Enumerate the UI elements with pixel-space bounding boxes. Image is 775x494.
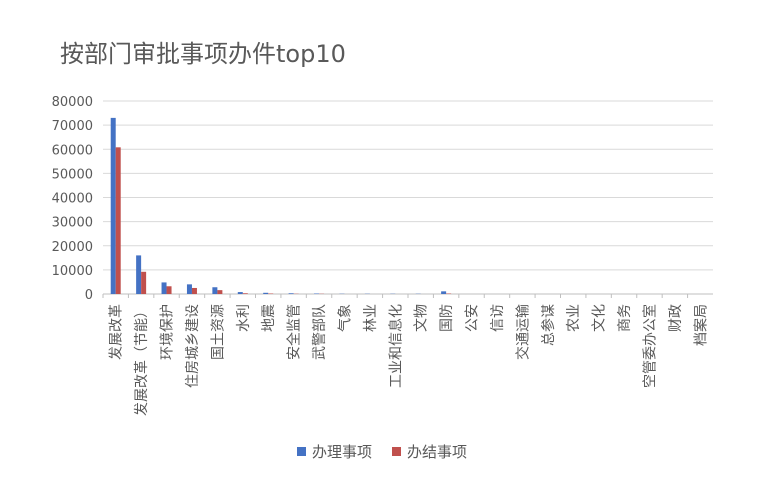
bar-1-4 [212,287,218,294]
x-tick-label: 林业 [363,304,379,332]
legend-item-series-2: 办结事项 [392,441,467,462]
x-tick-label: 总参谋 [540,304,557,346]
y-tick-label: 40000 [52,192,93,207]
bar-2-0 [115,147,121,294]
x-tick-label: 地震 [261,304,277,332]
chart-legend: 办理事项 办结事项 [297,441,467,462]
x-tick-label: 农业 [566,304,582,332]
x-tick-label: 档案局 [692,304,709,346]
y-tick-label: 10000 [52,264,93,279]
legend-swatch-series-1 [297,447,306,456]
x-tick-label: 工业和信息化 [387,304,404,388]
x-tick-label: 公安 [465,304,481,332]
legend-label-series-1: 办理事项 [312,443,373,461]
bar-1-3 [186,284,192,294]
y-tick-label: 70000 [52,119,93,134]
x-tick-label: 环境保护 [160,304,176,360]
x-tick-label: 发展改革 [109,304,125,360]
y-tick-label: 0 [85,288,93,303]
bar-2-1 [141,271,147,294]
x-tick-label: 国防 [439,304,455,332]
x-tick-label: 武警部队 [312,304,328,360]
y-tick-label: 60000 [52,143,93,158]
bar-1-2 [161,282,167,294]
bar-2-3 [191,287,197,294]
x-tick-label: 商务 [617,304,633,332]
bar-1-6 [263,292,269,294]
bar-1-5 [237,292,243,294]
x-tick-label: 住房城乡建设 [185,304,201,388]
bar-1-0 [110,117,116,294]
legend-item-series-1: 办理事项 [297,441,372,462]
bar-1-13 [441,291,447,294]
y-tick-label: 50000 [52,167,93,182]
x-tick-label: 发展改革（节能） [134,304,150,416]
bar-1-1 [136,255,142,294]
chart-title: 按部门审批事项办件top10 [60,40,346,68]
legend-swatch-series-2 [392,447,402,456]
x-tick-label: 交通运输 [514,304,531,360]
x-tick-label: 文化 [592,304,608,332]
x-tick-label: 财政 [668,304,684,332]
x-tick-label: 空管委办公室 [641,304,658,388]
bar-2-4 [217,290,223,294]
bar-2-5 [242,293,248,294]
x-tick-label: 信访 [490,304,506,332]
bar-1-7 [288,293,294,294]
x-tick-label: 国土资源 [210,304,226,360]
bar-2-2 [166,286,172,294]
y-tick-label: 30000 [52,216,93,231]
y-tick-label: 20000 [52,240,93,255]
y-tick-label: 80000 [52,95,93,110]
x-tick-label: 安全监管 [286,304,303,360]
x-tick-label: 文物 [414,304,430,332]
x-tick-label: 水利 [236,304,252,332]
legend-label-series-2: 办结事项 [407,443,468,461]
x-tick-label: 气象 [337,304,353,332]
